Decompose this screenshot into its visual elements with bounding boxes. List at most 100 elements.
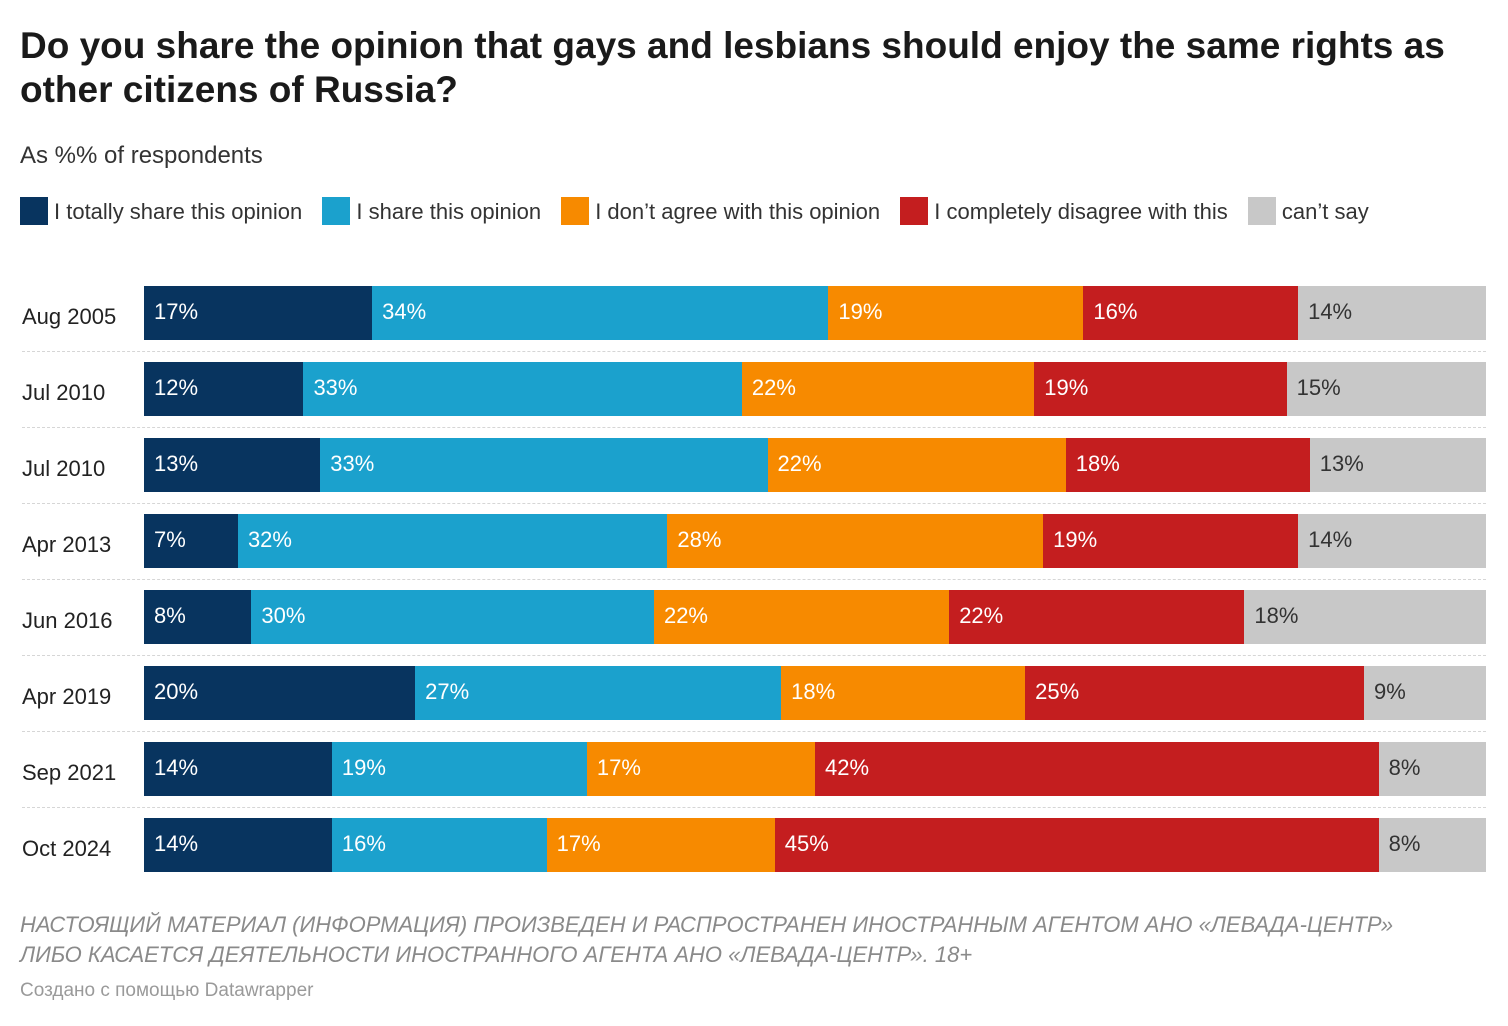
bar-segment: 16%	[331, 818, 547, 872]
data-label: 42%	[824, 755, 870, 780]
bar-row: Apr 2013 7% 32% 28% 19% 14%	[0, 498, 1508, 580]
bar-stack: 7% 32% 28% 19% 14%	[144, 514, 1486, 568]
data-label: 22%	[959, 603, 1004, 628]
legend-swatch	[1247, 197, 1276, 225]
category-label: Jul 2010	[22, 380, 106, 405]
bar-segment: 14%	[1298, 286, 1486, 340]
data-label: 19%	[341, 755, 386, 780]
data-label: 22%	[777, 451, 822, 476]
bar-row: Sep 2021 14% 19% 17% 42% 8%	[0, 726, 1508, 808]
data-label: 12%	[154, 375, 199, 400]
row-divider	[22, 351, 1486, 352]
bar-segment: 12%	[144, 362, 304, 416]
legend-item: I completely disagree with this	[900, 197, 1228, 225]
bar-segment: 8%	[1378, 742, 1486, 796]
data-label: 17%	[596, 755, 641, 780]
data-label: 17%	[556, 831, 601, 856]
data-label: 27%	[425, 679, 470, 704]
bar-segment: 14%	[144, 818, 332, 872]
data-label: 25%	[1035, 679, 1080, 704]
bar-segment: 20%	[144, 666, 416, 720]
bar-segment: 19%	[331, 742, 587, 796]
bar-segment: 27%	[415, 666, 782, 720]
bar-segment: 8%	[144, 590, 252, 644]
category-label: Apr 2013	[22, 532, 112, 557]
data-label: 16%	[1093, 299, 1138, 324]
data-label: 22%	[751, 375, 796, 400]
bar-segment: 33%	[320, 438, 768, 492]
bar-segment: 22%	[767, 438, 1066, 492]
bar-segment: 13%	[144, 438, 321, 492]
legend-swatch	[900, 197, 929, 225]
bar-segment: 19%	[1043, 514, 1299, 568]
data-label: 18%	[791, 679, 836, 704]
data-label: 19%	[1044, 375, 1089, 400]
legend-item: can’t say	[1247, 197, 1369, 225]
row-divider	[22, 655, 1486, 656]
data-label: 18%	[1254, 603, 1299, 628]
bar-segment: 9%	[1363, 666, 1486, 720]
bar-segment: 22%	[653, 590, 950, 644]
data-label: 30%	[261, 603, 306, 628]
bar-segment: 18%	[1244, 590, 1486, 644]
bar-segment: 32%	[237, 514, 668, 568]
category-label: Apr 2019	[22, 684, 112, 709]
legend-swatch	[20, 197, 48, 225]
data-label: 9%	[1373, 679, 1406, 704]
legend-swatch	[561, 197, 590, 225]
legend-item: I share this opinion	[322, 197, 542, 225]
bar-segment: 19%	[828, 286, 1084, 340]
data-label: 13%	[1319, 451, 1364, 476]
bar-segment: 8%	[1378, 818, 1486, 872]
bar-row: Jul 2010 12% 33% 22% 19% 15%	[0, 346, 1508, 428]
data-label: 19%	[1053, 527, 1098, 552]
bar-segment: 13%	[1309, 438, 1486, 492]
category-label: Oct 2024	[22, 836, 112, 861]
bar-segment: 17%	[546, 818, 775, 872]
row-divider	[22, 503, 1486, 504]
data-label: 8%	[1388, 755, 1421, 780]
data-label: 33%	[330, 451, 375, 476]
bar-stack: 8% 30% 22% 22% 18%	[144, 590, 1486, 644]
bar-row: Jun 2016 8% 30% 22% 22% 18%	[0, 574, 1508, 656]
bar-segment: 16%	[1083, 286, 1299, 340]
bar-segment: 17%	[586, 742, 815, 796]
chart-legend: I totally share this opinion I share thi…	[20, 195, 1470, 229]
chart-title: Do you share the opinion that gays and l…	[20, 25, 1445, 110]
row-divider	[22, 807, 1486, 808]
bar-segment: 33%	[303, 362, 742, 416]
bar-stack: 17% 34% 19% 16% 14%	[144, 286, 1486, 340]
bar-row: Aug 2005 17% 34% 19% 16% 14%	[0, 270, 1508, 352]
data-label: 17%	[154, 299, 199, 324]
bar-segment: 7%	[144, 514, 238, 568]
bar-stack: 13% 33% 22% 18% 13%	[144, 438, 1486, 492]
bar-segment: 14%	[144, 742, 332, 796]
legend-item: I totally share this opinion	[20, 197, 303, 225]
bar-row: Jul 2010 13% 33% 22% 18% 13%	[0, 422, 1508, 504]
bar-row: Oct 2024 14% 16% 17% 45% 8%	[0, 802, 1508, 878]
bar-segment: 15%	[1286, 362, 1486, 416]
category-label: Jul 2010	[22, 456, 106, 481]
legend-label: I share this opinion	[356, 199, 542, 224]
data-label: 8%	[154, 603, 186, 628]
data-label: 14%	[1308, 527, 1353, 552]
bar-segment: 25%	[1025, 666, 1364, 720]
data-label: 13%	[154, 451, 199, 476]
data-label: 14%	[154, 831, 199, 856]
bar-segment: 45%	[774, 818, 1379, 872]
data-label: 45%	[784, 831, 829, 856]
data-label: 8%	[1388, 831, 1421, 856]
data-label: 20%	[154, 679, 199, 704]
bar-stack: 12% 33% 22% 19% 15%	[144, 362, 1486, 416]
bar-stack: 14% 16% 17% 45% 8%	[144, 818, 1486, 872]
legend-label: can’t say	[1281, 199, 1369, 224]
bar-row: Apr 2019 20% 27% 18% 25% 9%	[0, 650, 1508, 732]
legend-label: I completely disagree with this	[934, 199, 1228, 224]
bar-stack: 20% 27% 18% 25% 9%	[144, 666, 1486, 720]
legend-swatch	[322, 197, 351, 225]
legend-label: I totally share this opinion	[54, 199, 303, 224]
bar-segment: 18%	[1065, 438, 1310, 492]
row-divider	[22, 731, 1486, 732]
legend-label: I don’t agree with this opinion	[595, 199, 881, 224]
data-label: 32%	[247, 527, 292, 552]
